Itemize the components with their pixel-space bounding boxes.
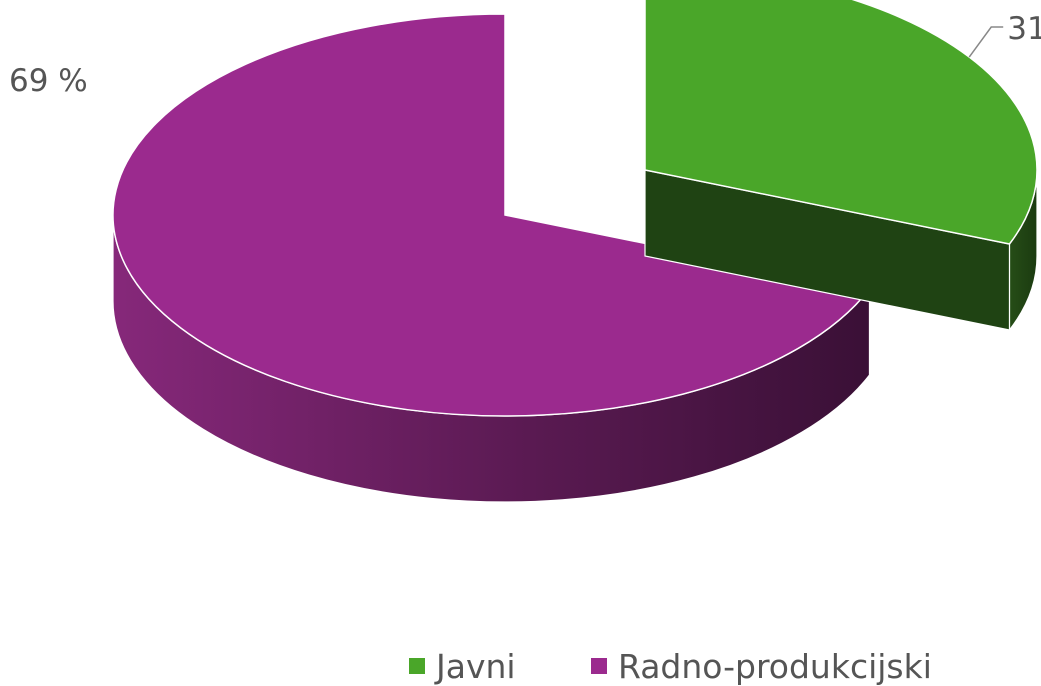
legend-label-radno-produkcijski: Radno-produkcijski	[618, 647, 932, 686]
data-labels: 31 % 69 %	[9, 11, 1041, 99]
pie-slices	[112, 0, 1038, 503]
legend-swatch-javni	[409, 658, 425, 674]
pie-slice-radno-produkcijski	[112, 13, 871, 503]
legend-label-javni: Javni	[434, 647, 516, 686]
legend-swatch-radno-produkcijski	[591, 658, 607, 674]
pie-slice-top-javni	[644, 0, 1038, 245]
pie-slice-top-radno-produkcijski	[112, 13, 871, 417]
pie-slice-javni	[644, 0, 1038, 332]
data-label-radno-produkcijski: 69 %	[9, 63, 88, 99]
data-label-javni: 31 %	[1007, 11, 1041, 47]
legend: Javni Radno-produkcijski	[409, 647, 932, 686]
leader-line-javni	[968, 26, 1004, 58]
